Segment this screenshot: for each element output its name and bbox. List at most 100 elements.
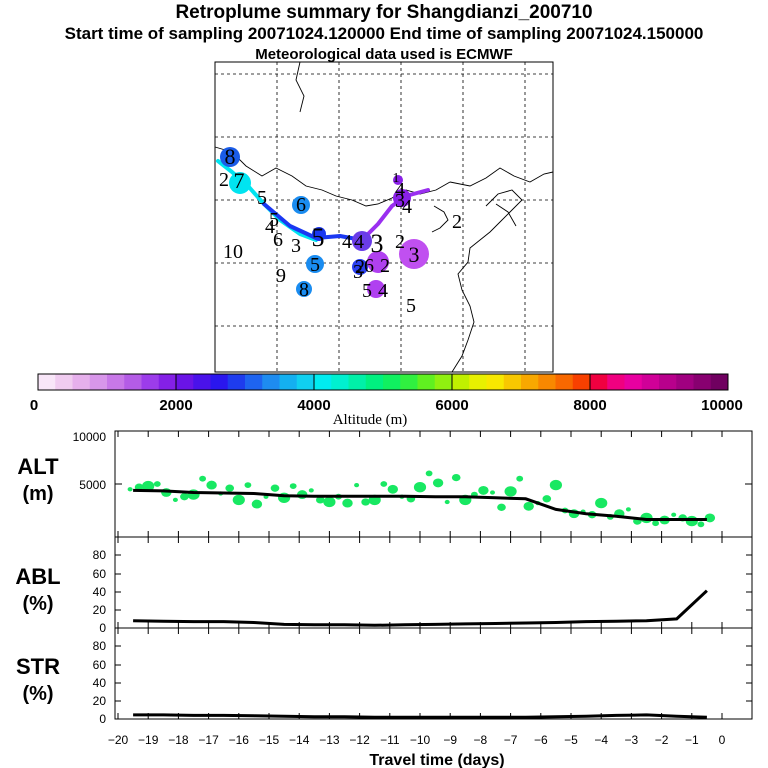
alt-ytick-5000: 5000: [79, 478, 106, 492]
colorbar-cell: [262, 374, 280, 390]
colorbar-cell: [693, 374, 712, 390]
alt-point: [289, 483, 297, 489]
colorbar-cell: [314, 374, 332, 390]
colorbar-cell: [434, 374, 453, 390]
x-tick-label: −12: [349, 733, 370, 747]
map-circle: [296, 281, 312, 297]
x-tick-label: −3: [625, 733, 639, 747]
map-circle: [352, 231, 372, 251]
map-label: 0: [233, 241, 243, 263]
alt-point: [225, 484, 234, 492]
alt-point: [478, 485, 489, 495]
alt-point: [153, 481, 161, 487]
colorbar-cell: [383, 374, 401, 390]
x-tick-label: 0: [719, 733, 726, 747]
alt-ylabel-1: ALT: [17, 454, 59, 479]
x-tick-label: −4: [594, 733, 608, 747]
alt-point: [172, 497, 178, 503]
x-tick-label: −2: [655, 733, 669, 747]
alt-point: [542, 495, 552, 503]
map-label: 4: [378, 280, 388, 302]
colorbar-cell: [176, 374, 194, 390]
map-label: 6: [296, 194, 306, 216]
map-label: 7: [234, 168, 245, 193]
colorbar-cell: [607, 374, 625, 390]
colorbar-cell: [538, 374, 556, 390]
str-ytick-60: 60: [93, 658, 107, 672]
colorbar-tick-4000: 4000: [297, 397, 330, 414]
colorbar-major-ticks: [175, 374, 591, 390]
colorbar-cell: [124, 374, 142, 390]
str-ytick-80: 80: [93, 639, 107, 653]
alt-point: [451, 473, 461, 482]
colorbar-cell: [521, 374, 539, 390]
str-y-tick-labels: 0 20 40 60 80: [93, 639, 107, 726]
map-circle: [312, 227, 326, 241]
map-circle: [367, 280, 385, 298]
x-axis-title: Travel time (days): [369, 752, 504, 768]
alt-point: [127, 487, 133, 492]
colorbar-tick-2000: 2000: [159, 397, 192, 414]
alt-point: [308, 488, 314, 493]
x-tick-label: −20: [108, 733, 129, 747]
x-tick-label: −1: [685, 733, 699, 747]
map-circle: [220, 147, 240, 167]
colorbar-cell: [331, 374, 349, 390]
alt-point: [232, 494, 245, 506]
map-circle: [393, 175, 403, 185]
abl-ylabel-1: ABL: [15, 564, 60, 589]
map-label: 3: [395, 190, 405, 212]
alt-point: [206, 480, 217, 490]
x-tick-label: −7: [504, 733, 518, 747]
colorbar-cell: [72, 374, 91, 390]
chart-title: Retroplume summary for Shangdianzi_20071…: [175, 2, 593, 23]
map-circle: [393, 189, 411, 207]
alt-point: [244, 482, 252, 488]
map-label: 5: [310, 254, 320, 276]
alt-ylabel-2: (m): [22, 483, 53, 505]
alt-point: [199, 475, 207, 482]
map-label: 4: [342, 231, 352, 253]
alt-point: [497, 503, 506, 511]
colorbar-cell: [400, 374, 418, 390]
colorbar-tick-8000: 8000: [573, 397, 606, 414]
map-label: 2: [452, 211, 462, 233]
colorbar-cell: [55, 374, 73, 390]
x-tick-label: −15: [259, 733, 280, 747]
alt-point: [387, 484, 398, 494]
x-tick-label: −6: [534, 733, 548, 747]
map-label: 9: [276, 265, 286, 287]
map-circle: [367, 251, 389, 273]
colorbar-cell: [279, 374, 298, 390]
x-tick-label: −19: [138, 733, 159, 747]
map-label: 4: [265, 216, 275, 238]
str-ylabel-1: STR: [16, 654, 60, 679]
colorbar-cells: [38, 374, 729, 390]
map-label: 1: [223, 241, 233, 263]
map-label: 2: [355, 256, 365, 278]
map-circle: [229, 172, 251, 194]
colorbar-cell: [503, 374, 522, 390]
met-data-note: Meteorological data used is ECMWF: [255, 46, 513, 63]
colorbar-tick-0: 0: [30, 397, 38, 414]
alt-point: [697, 521, 705, 528]
map-circle: [306, 255, 324, 273]
alt-panel: 10000 5000 ALT (m): [17, 430, 753, 538]
colorbar-cell: [365, 374, 384, 390]
alt-point: [516, 475, 524, 482]
map-circle: [399, 239, 429, 269]
alt-point: [444, 499, 450, 505]
map-label: 3: [371, 229, 384, 258]
map-label: 6: [273, 229, 283, 251]
x-tick-label: −17: [198, 733, 219, 747]
alt-point: [251, 499, 263, 509]
alt-point: [316, 496, 325, 504]
alt-point: [425, 470, 433, 477]
colorbar-cell: [417, 374, 436, 390]
str-ytick-40: 40: [93, 676, 107, 690]
map-borders: [214, 61, 554, 373]
map-label: 2: [380, 255, 390, 277]
abl-ytick-20: 20: [93, 603, 107, 617]
map-label: 5: [362, 280, 372, 302]
